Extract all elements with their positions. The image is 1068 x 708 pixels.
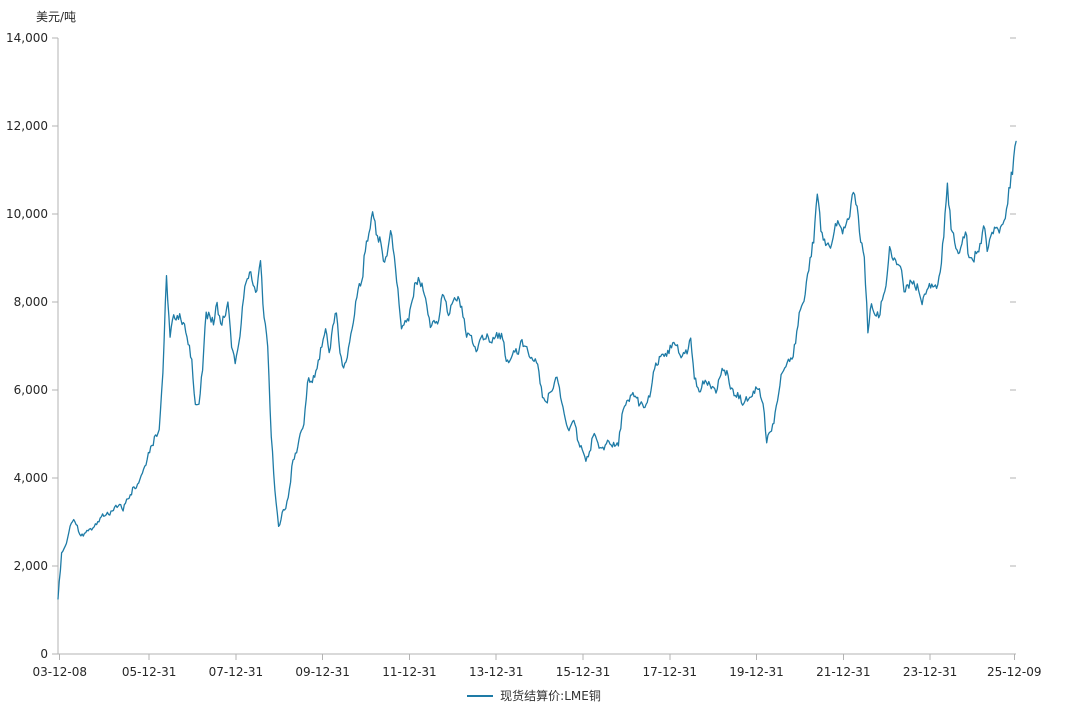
x-tick-label: 09-12-31 bbox=[295, 665, 349, 679]
x-axis-ticks: 03-12-08 05-12-31 07-12-31 09-12-31 11-12-31… bbox=[33, 654, 1041, 679]
x-tick-label: 21-12-31 bbox=[816, 665, 870, 679]
y-tick-label: 10,000 bbox=[6, 207, 48, 221]
y-axis-ticks: 0 2,000 4,000 6,000 8,000 10,000 12,000 14,000 bbox=[6, 31, 1016, 661]
price-line-lme-copper bbox=[57, 140, 1017, 600]
y-tick-label: 6,000 bbox=[14, 383, 48, 397]
x-tick-label: 13-12-31 bbox=[469, 665, 523, 679]
x-tick-label: 23-12-31 bbox=[903, 665, 957, 679]
y-tick-label: 12,000 bbox=[6, 119, 48, 133]
y-axis-unit-label: 美元/吨 bbox=[36, 10, 77, 24]
legend-line-swatch bbox=[467, 694, 494, 697]
y-tick-label: 4,000 bbox=[14, 471, 48, 485]
x-tick-label: 19-12-31 bbox=[729, 665, 783, 679]
y-tick-label: 14,000 bbox=[6, 31, 48, 45]
legend: 现货结算价:LME铜 bbox=[0, 687, 1068, 704]
y-tick-label: 8,000 bbox=[14, 295, 48, 309]
y-tick-label: 0 bbox=[40, 647, 48, 661]
x-tick-label: 15-12-31 bbox=[556, 665, 610, 679]
x-tick-label: 03-12-08 bbox=[33, 665, 87, 679]
x-tick-label: 25-12-09 bbox=[987, 665, 1041, 679]
y-tick-label: 2,000 bbox=[14, 559, 48, 573]
axes bbox=[57, 38, 1016, 655]
x-tick-label: 05-12-31 bbox=[122, 665, 176, 679]
x-tick-label: 11-12-31 bbox=[382, 665, 436, 679]
legend-series-label: 现货结算价:LME铜 bbox=[500, 689, 601, 703]
x-tick-label: 07-12-31 bbox=[209, 665, 263, 679]
x-tick-label: 17-12-31 bbox=[643, 665, 697, 679]
